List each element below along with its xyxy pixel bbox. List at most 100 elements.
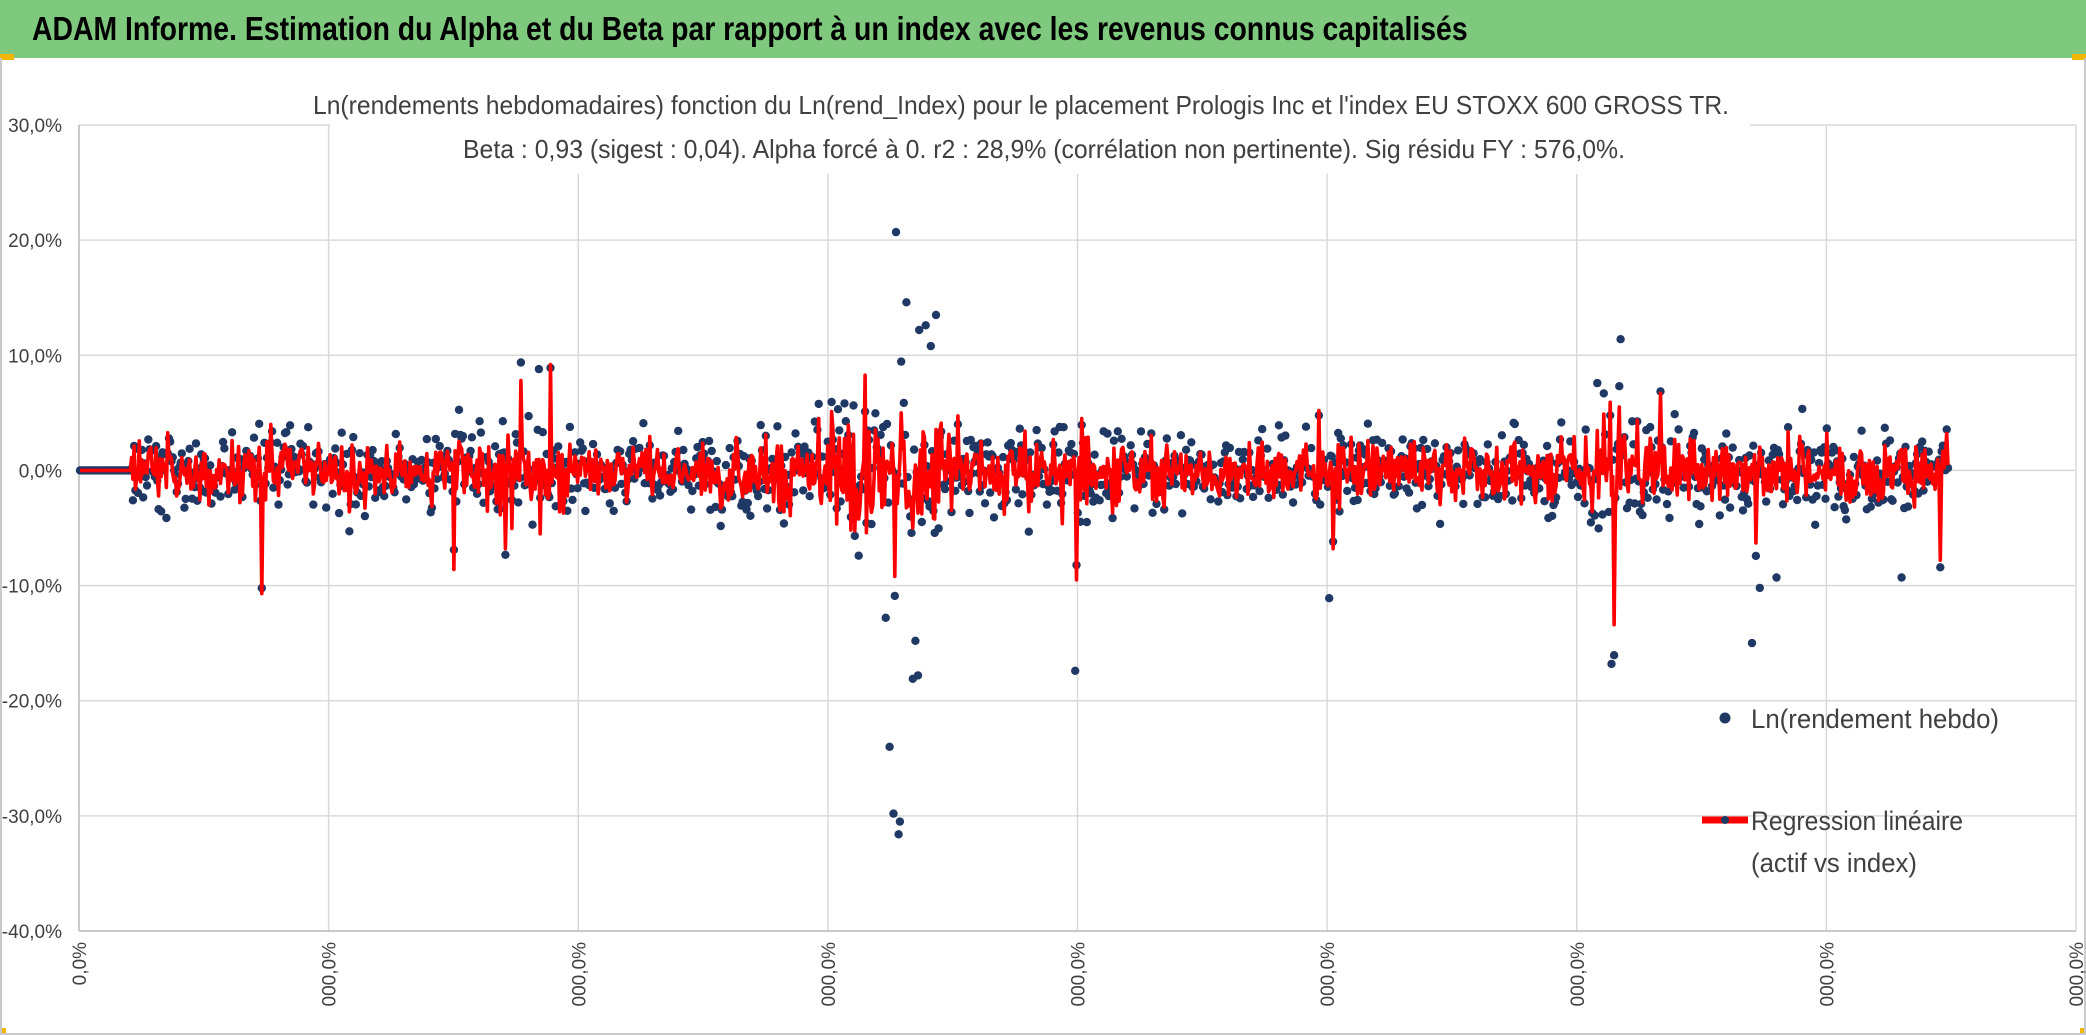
data-point <box>1840 505 1850 515</box>
data-point <box>1728 443 1737 452</box>
data-point <box>679 445 688 455</box>
data-point <box>322 503 331 512</box>
data-point <box>1918 437 1927 446</box>
x-axis-ticks: 0,0% 000,0% 000,0% 000,0% 000,0% 000,0% 000,0%… <box>70 942 2086 1007</box>
data-point <box>617 479 626 489</box>
data-point <box>331 444 340 453</box>
y-tick-label: -40,0% <box>2 922 62 943</box>
legend-line-point-marker <box>1721 816 1729 824</box>
data-point <box>899 398 908 408</box>
data-point <box>1594 524 1603 533</box>
data-point <box>1301 422 1311 431</box>
data-point <box>1607 659 1616 669</box>
data-point <box>1122 472 1132 481</box>
data-point <box>1814 458 1824 468</box>
corner-marker-top-left <box>0 54 14 60</box>
data-point <box>1888 496 1897 505</box>
y-tick-label: -30,0% <box>2 807 62 828</box>
data-point <box>1901 442 1910 451</box>
data-point <box>1842 515 1851 524</box>
data-point <box>931 310 941 320</box>
data-point <box>1126 441 1135 450</box>
data-point <box>337 428 346 437</box>
data-point <box>181 494 190 504</box>
data-point <box>1363 419 1373 428</box>
chart-grid <box>78 124 2077 932</box>
data-point <box>1751 551 1761 561</box>
data-point <box>309 500 318 509</box>
data-point <box>516 358 526 367</box>
data-point <box>1108 513 1117 523</box>
data-point <box>1812 491 1821 501</box>
data-point <box>989 513 999 522</box>
data-point <box>805 492 814 501</box>
legend-points-marker <box>1719 712 1731 724</box>
data-point <box>1136 427 1146 436</box>
data-point <box>1147 429 1156 438</box>
data-point <box>1722 429 1731 438</box>
data-point <box>1316 500 1325 509</box>
data-point <box>1725 503 1735 512</box>
data-point <box>144 435 153 444</box>
data-point <box>1747 638 1757 648</box>
data-point <box>1377 438 1387 448</box>
y-tick-label: -20,0% <box>2 692 62 713</box>
data-point <box>1749 441 1758 450</box>
data-point <box>1238 455 1248 464</box>
data-point <box>686 505 696 514</box>
data-point <box>1936 563 1945 572</box>
data-point <box>1830 503 1839 512</box>
data-point <box>1148 508 1157 517</box>
legend-points-label: Ln(rendement hebdo) <box>1751 704 1999 734</box>
data-point <box>1772 573 1781 582</box>
regression-line <box>79 362 1950 627</box>
data-point <box>417 455 426 465</box>
data-point <box>934 524 943 533</box>
data-point <box>827 397 836 407</box>
data-point <box>1473 499 1482 509</box>
data-point <box>1435 519 1445 529</box>
data-point <box>1206 495 1215 504</box>
data-point <box>693 442 702 452</box>
data-point <box>840 399 849 408</box>
data-point <box>787 448 796 457</box>
x-tick-label: 000,0% <box>320 942 341 1007</box>
data-point <box>273 438 282 447</box>
data-point <box>490 442 500 451</box>
y-tick-label: 0,0% <box>19 461 62 482</box>
data-point <box>1783 423 1793 432</box>
data-point <box>909 445 919 454</box>
data-point <box>568 495 577 505</box>
data-point <box>799 486 808 495</box>
data-point <box>216 492 225 501</box>
data-point <box>511 430 520 439</box>
data-point <box>1689 428 1699 438</box>
data-point <box>282 428 291 437</box>
data-point <box>1274 421 1284 430</box>
data-point <box>854 551 863 560</box>
data-point <box>185 444 194 453</box>
data-point <box>1006 438 1015 448</box>
data-point <box>721 460 731 470</box>
data-point <box>1018 490 1027 499</box>
data-point <box>1394 482 1404 491</box>
data-point <box>655 491 665 500</box>
data-point <box>1524 459 1534 469</box>
data-point <box>349 432 358 442</box>
x-tick-label: 000,0% <box>819 942 840 1007</box>
data-point <box>1638 510 1647 520</box>
data-point <box>1942 425 1951 434</box>
legend-line-label-2: (actif vs index) <box>1751 848 1917 878</box>
data-point <box>1109 436 1119 445</box>
data-point <box>800 442 809 451</box>
data-point <box>1604 507 1614 517</box>
data-point <box>779 519 789 528</box>
data-point <box>1325 594 1334 603</box>
data-point <box>191 439 201 448</box>
data-point <box>1015 424 1024 433</box>
data-point <box>743 498 752 508</box>
data-point <box>890 591 899 601</box>
data-point <box>1822 424 1832 433</box>
data-point <box>1696 502 1705 511</box>
data-point <box>926 341 935 351</box>
